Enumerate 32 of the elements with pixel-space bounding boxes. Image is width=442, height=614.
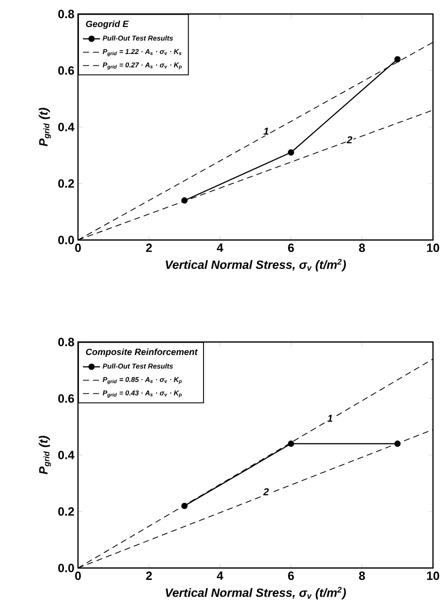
y-tick-label: 0.0 <box>58 236 74 244</box>
y-tick-label: 0.4 <box>58 450 74 460</box>
x-tick-label: 6 <box>288 572 294 580</box>
x-tick-label: 2 <box>146 572 152 580</box>
x-axis-title: Vertical Normal Stress, σ$_{v}$ (t/m$^{2}$) <box>166 586 346 600</box>
x-tick-label: 10 <box>427 244 440 252</box>
y-tick-label: 0.8 <box>58 338 74 346</box>
y-tick-label: 0.4 <box>58 122 74 132</box>
legend-title: Geogrid E <box>86 20 129 29</box>
y-tick-label: 0.8 <box>58 10 74 18</box>
annotation: 2 <box>346 136 352 144</box>
y-tick-label: 0.2 <box>58 507 74 516</box>
x-tick-label: 4 <box>216 572 224 580</box>
y-axis-title: P$_{grid}$ (t) <box>38 436 51 474</box>
annotation: 2 <box>263 488 269 496</box>
x-tick-label: 0 <box>75 244 81 252</box>
legend-title: Composite Reinforcement <box>86 348 198 357</box>
y-tick-label: 0.2 <box>58 179 74 188</box>
x-tick-label: 6 <box>288 244 294 252</box>
annotation: 1 <box>264 128 268 135</box>
x-tick-label: 4 <box>216 244 224 252</box>
x-tick-label: 10 <box>427 572 440 580</box>
x-axis-title: Vertical Normal Stress, σ$_{v}$ (t/m$^{2}$) <box>166 258 346 272</box>
y-tick-label: 0.6 <box>58 66 74 75</box>
y-tick-label: 0.6 <box>58 394 74 403</box>
x-tick-label: 8 <box>359 572 365 580</box>
y-tick-label: 0.0 <box>58 564 74 572</box>
x-tick-label: 8 <box>359 244 365 252</box>
x-tick-label: 2 <box>146 244 152 252</box>
y-axis-title: P$_{grid}$ (t) <box>38 108 51 146</box>
x-tick-label: 0 <box>75 572 81 580</box>
annotation: 1 <box>327 414 332 422</box>
